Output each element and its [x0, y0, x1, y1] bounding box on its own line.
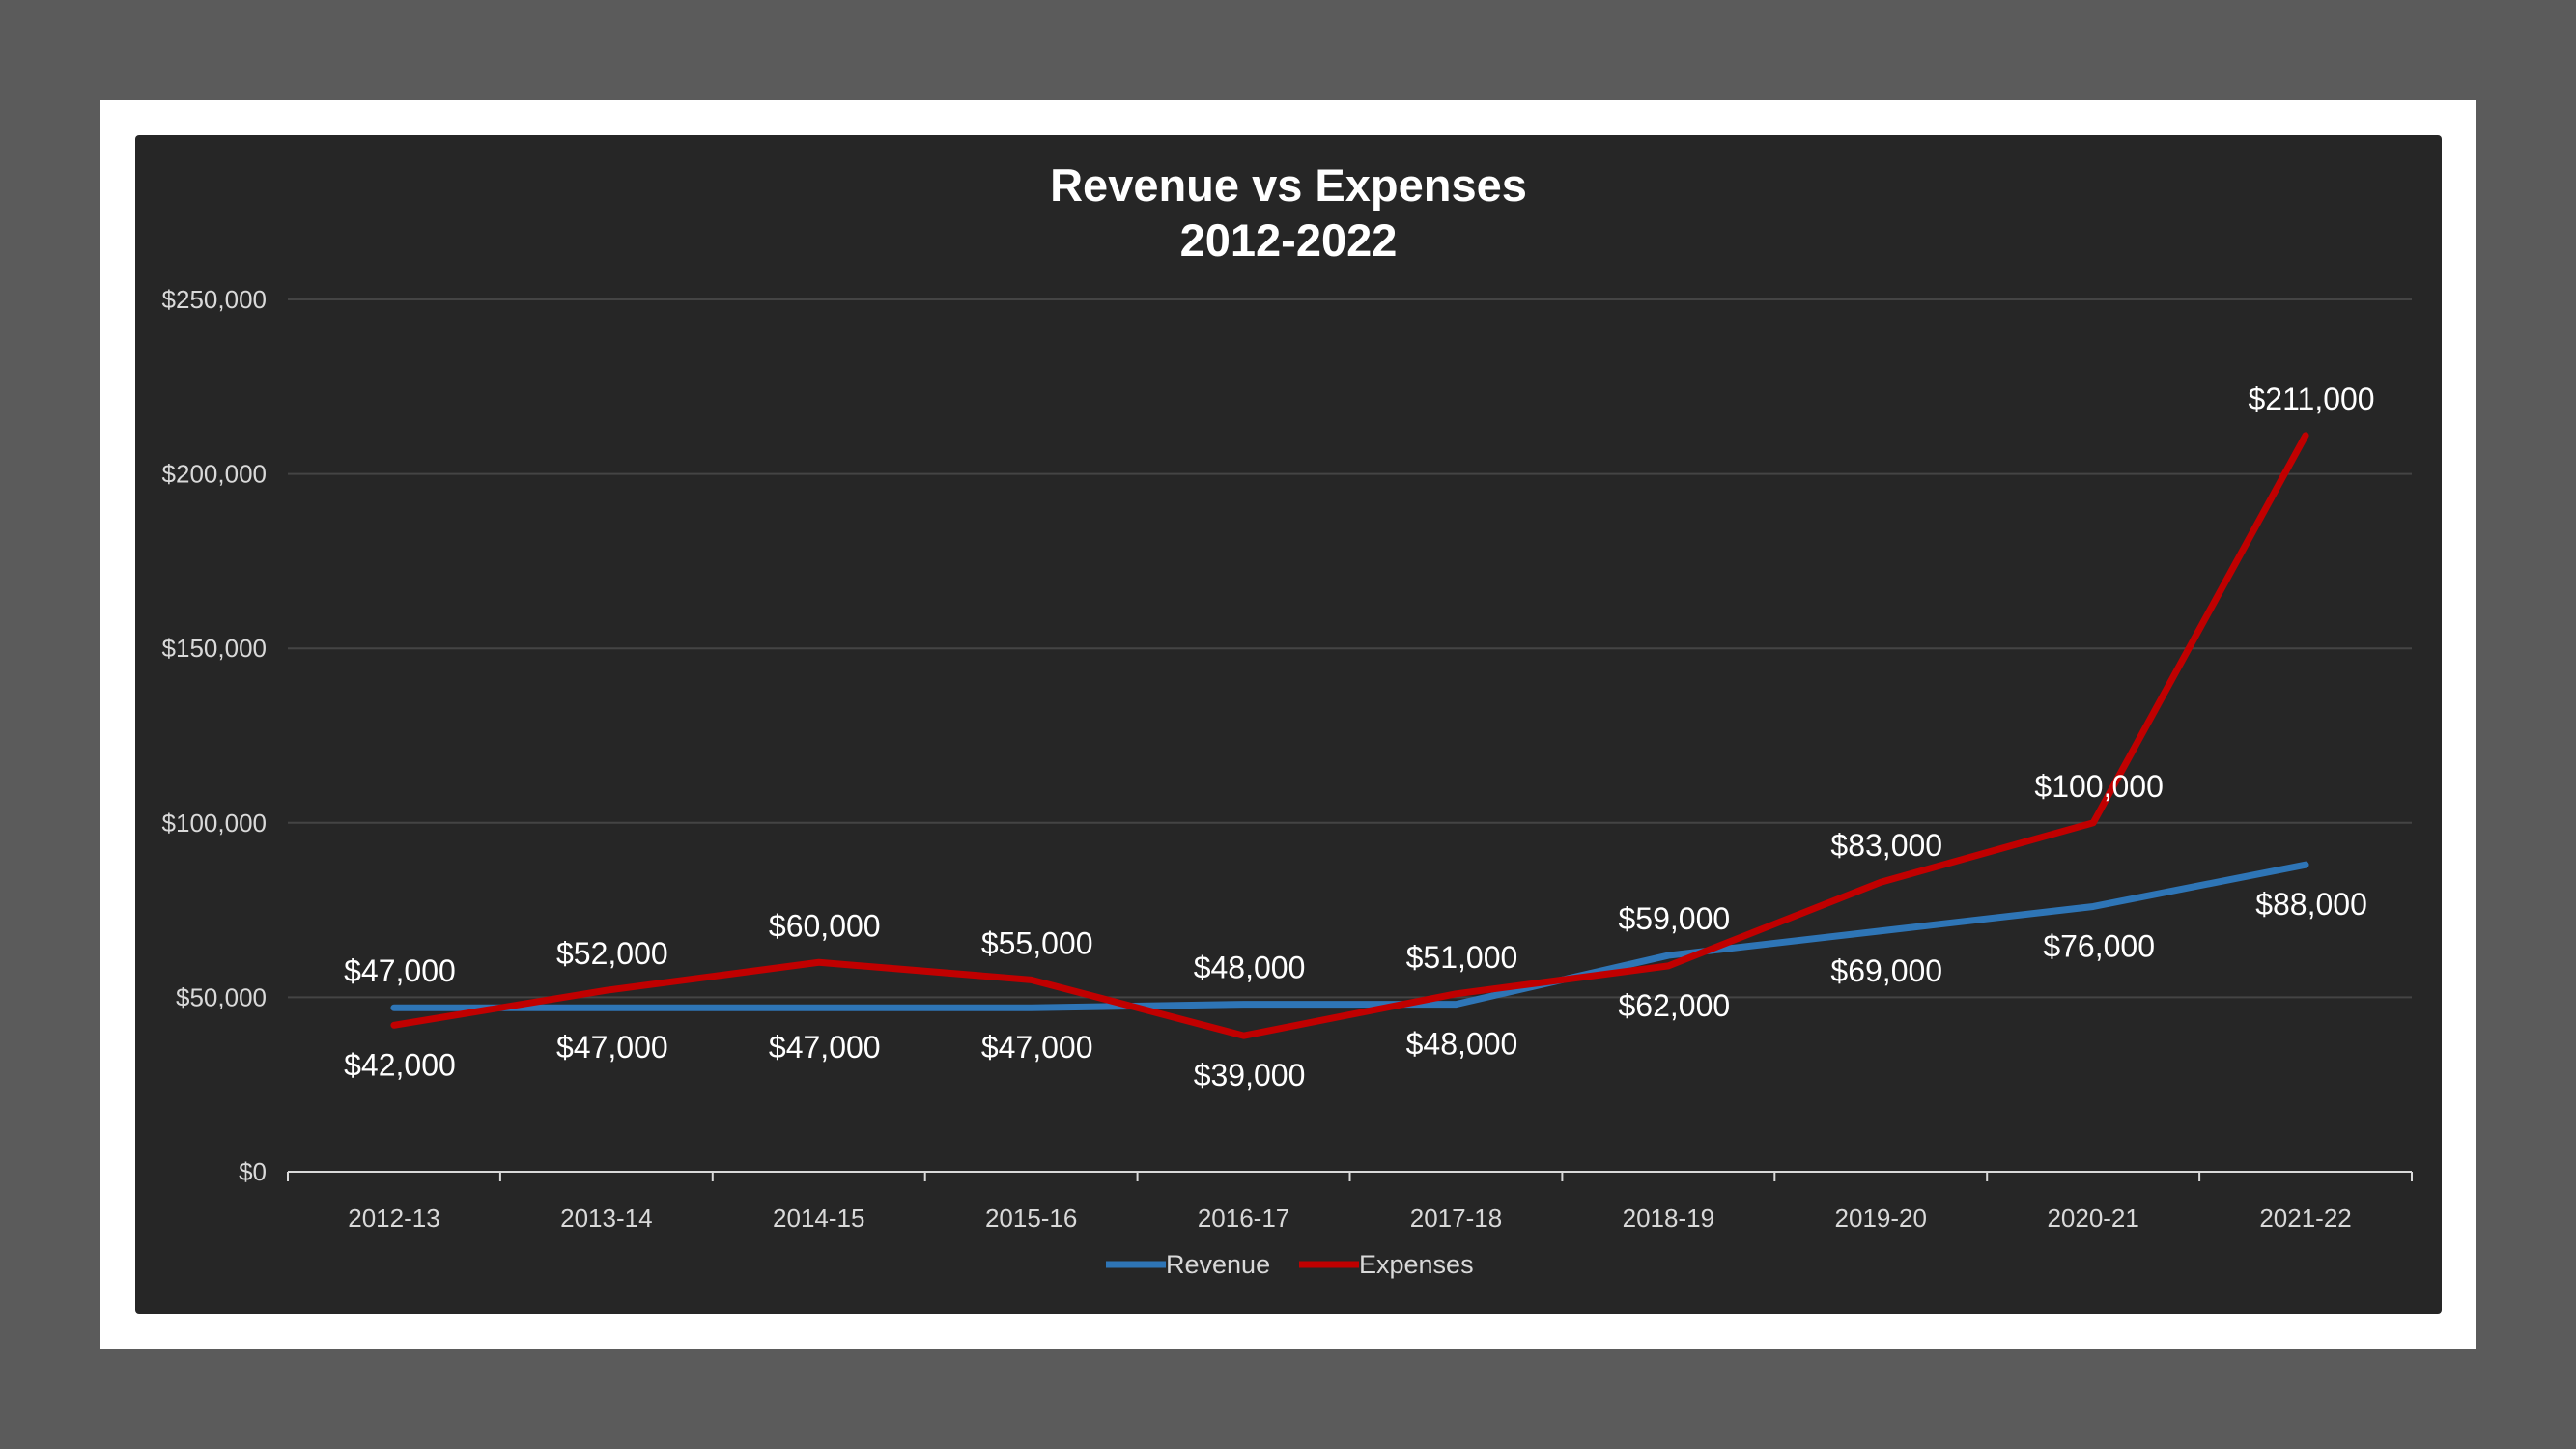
y-tick-label: $50,000	[176, 982, 267, 1011]
data-label-expenses: $100,000	[2034, 769, 2163, 804]
data-label-revenue: $47,000	[981, 1030, 1093, 1065]
legend-label-revenue: Revenue	[1166, 1250, 1270, 1279]
data-label-expenses: $62,000	[1619, 988, 1731, 1023]
y-tick-label: $150,000	[162, 634, 267, 663]
series-lines	[390, 432, 2309, 1039]
axes: $0 $50,000 $100,000 $150,000 $200,000 $250,00…	[162, 285, 2413, 1233]
legend-label-expenses: Expenses	[1359, 1250, 1474, 1279]
chart-subtitle: 2012-2022	[1180, 214, 1398, 266]
x-tick-label: 2014-15	[773, 1204, 864, 1233]
y-tick-label: $250,000	[162, 285, 267, 314]
data-label-revenue: $47,000	[556, 1030, 668, 1065]
series-line-revenue	[390, 861, 2309, 1011]
data-label-expenses: $39,000	[1194, 1058, 1306, 1093]
y-tick-label: $0	[239, 1157, 267, 1186]
data-label-revenue: $88,000	[2255, 887, 2367, 922]
y-tick-label: $100,000	[162, 809, 267, 838]
x-tick-label: 2021-22	[2259, 1204, 2351, 1233]
data-label-expenses: $51,000	[1406, 940, 1518, 975]
data-label-revenue: $48,000	[1194, 951, 1306, 985]
y-tick-label: $200,000	[162, 460, 267, 489]
data-label-revenue: $48,000	[1406, 1027, 1518, 1062]
data-label-expenses: $60,000	[769, 908, 881, 943]
x-tick-label: 2017-18	[1410, 1204, 1502, 1233]
data-label-expenses: $83,000	[1830, 828, 1942, 863]
x-tick-label: 2019-20	[1835, 1204, 1927, 1233]
data-label-expenses: $52,000	[556, 936, 668, 971]
data-label-revenue: $47,000	[344, 953, 456, 988]
data-label-revenue: $69,000	[1830, 953, 1942, 988]
gridlines	[288, 298, 2412, 999]
data-label-expenses: $42,000	[344, 1047, 456, 1082]
data-label-revenue: $59,000	[1619, 901, 1731, 936]
data-label-revenue: $47,000	[769, 1030, 881, 1065]
legend: Revenue Expenses	[1106, 1250, 1474, 1279]
chart-title: Revenue vs Expenses	[1050, 159, 1527, 211]
x-tick-label: 2012-13	[348, 1204, 439, 1233]
series-line-expenses	[390, 432, 2309, 1039]
data-label-revenue: $76,000	[2043, 928, 2155, 963]
x-tick-label: 2016-17	[1198, 1204, 1289, 1233]
x-tick-label: 2013-14	[560, 1204, 652, 1233]
line-chart: Revenue vs Expenses 2012-2022 $0$50,000$…	[162, 159, 2413, 1279]
x-tick-label: 2018-19	[1623, 1204, 1714, 1233]
x-tick-label: 2020-21	[2047, 1204, 2138, 1233]
x-tick-label: 2015-16	[985, 1204, 1077, 1233]
data-label-expenses: $211,000	[2249, 382, 2375, 416]
data-label-expenses: $55,000	[981, 925, 1093, 960]
data-labels: $47,000 $42,000 $52,000 $47,000 $60,000 $47,0…	[344, 382, 2374, 1093]
chart-panel: Revenue vs Expenses 2012-2022 $0 $50,000 $…	[135, 135, 2442, 1314]
